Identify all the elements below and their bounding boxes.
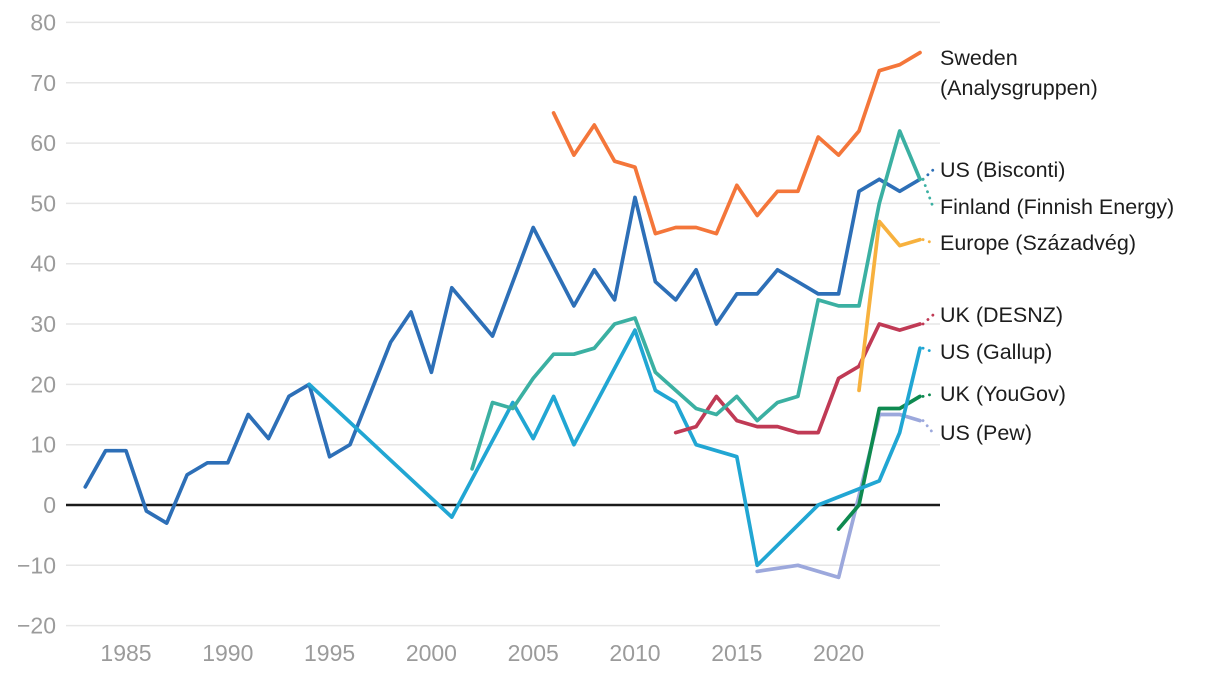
leader-line-us-bisconti — [921, 168, 935, 181]
y-tick-label-30: 30 — [30, 311, 56, 337]
y-tick-label-40: 40 — [30, 251, 56, 277]
x-tick-label-2000: 2000 — [406, 640, 457, 666]
x-tick-label-2010: 2010 — [609, 640, 660, 666]
x-tick-label-1990: 1990 — [202, 640, 253, 666]
series-line-europe-szazadveg — [857, 219, 922, 393]
series-line-sweden-analysgruppen — [551, 50, 922, 236]
leader-line-europe-szazadveg — [921, 238, 935, 245]
y-tick-label-20: 20 — [30, 371, 56, 397]
y-tick-label-10: 10 — [30, 432, 56, 458]
series-label-us-pew: US (Pew) — [940, 421, 1032, 445]
series-label-sweden-analysgruppen-line2: (Analysgruppen) — [940, 76, 1098, 100]
leader-line-us-gallup — [921, 346, 935, 354]
series-label-us-bisconti: US (Bisconti) — [940, 158, 1065, 182]
y-tick-label-60: 60 — [30, 130, 56, 156]
series-line-uk-desnz — [673, 322, 922, 435]
series-line-finland-finnish-energy — [470, 129, 922, 471]
series-line-us-gallup — [307, 328, 922, 568]
series-label-uk-yougov: UK (YouGov) — [940, 382, 1066, 406]
y-tick-label--10: −10 — [17, 552, 56, 578]
y-tick-label-70: 70 — [30, 70, 56, 96]
series-label-finland-finnish-energy: Finland (Finnish Energy) — [940, 195, 1174, 219]
x-tick-label-2005: 2005 — [508, 640, 559, 666]
series-label-europe-szazadveg: Europe (Századvég) — [940, 231, 1136, 255]
leader-line-us-pew — [921, 419, 935, 435]
y-tick-label-50: 50 — [30, 190, 56, 216]
x-tick-label-1985: 1985 — [100, 640, 151, 666]
y-tick-label-80: 80 — [30, 9, 56, 35]
x-tick-label-1995: 1995 — [304, 640, 355, 666]
x-tick-label-2015: 2015 — [711, 640, 762, 666]
leader-line-uk-desnz — [921, 313, 935, 326]
y-tick-label--20: −20 — [17, 613, 56, 639]
series-label-uk-desnz: UK (DESNZ) — [940, 303, 1063, 327]
series-label-us-gallup: US (Gallup) — [940, 340, 1052, 364]
leader-line-uk-yougov — [921, 392, 935, 398]
y-tick-label-0: 0 — [43, 492, 56, 518]
series-line-us-bisconti — [83, 177, 922, 525]
x-tick-label-2020: 2020 — [813, 640, 864, 666]
series-label-sweden-analysgruppen: Sweden — [940, 46, 1018, 70]
